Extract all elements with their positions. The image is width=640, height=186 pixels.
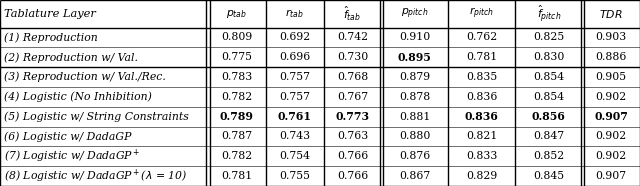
Text: (2) Reproduction w/ Val.: (2) Reproduction w/ Val. (4, 52, 138, 62)
Text: 0.742: 0.742 (337, 32, 368, 42)
Text: 0.692: 0.692 (279, 32, 310, 42)
Text: (5) Logistic w/ String Constraints: (5) Logistic w/ String Constraints (4, 111, 189, 122)
Text: 0.907: 0.907 (596, 171, 627, 181)
Text: 0.743: 0.743 (279, 132, 310, 142)
Text: 0.821: 0.821 (466, 132, 497, 142)
Text: 0.767: 0.767 (337, 92, 368, 102)
Text: 0.830: 0.830 (533, 52, 564, 62)
Text: 0.847: 0.847 (533, 132, 564, 142)
Text: 0.902: 0.902 (595, 132, 627, 142)
Text: 0.781: 0.781 (221, 171, 252, 181)
Text: $p_{pitch}$: $p_{pitch}$ (401, 7, 429, 21)
Text: 0.905: 0.905 (596, 72, 627, 82)
Text: 0.845: 0.845 (533, 171, 564, 181)
Text: 0.783: 0.783 (221, 72, 252, 82)
Text: (1) Reproduction: (1) Reproduction (4, 32, 97, 43)
Text: Tablature Layer: Tablature Layer (4, 9, 96, 19)
Text: $\hat{f}_{pitch}$: $\hat{f}_{pitch}$ (536, 3, 561, 24)
Text: 0.773: 0.773 (335, 111, 369, 122)
Text: 0.910: 0.910 (399, 32, 431, 42)
Text: 0.895: 0.895 (398, 52, 432, 63)
Text: (7) Logistic w/ DadaGP$^+$: (7) Logistic w/ DadaGP$^+$ (4, 148, 140, 165)
Text: 0.902: 0.902 (595, 151, 627, 161)
Text: 0.886: 0.886 (595, 52, 627, 62)
Text: 0.766: 0.766 (337, 171, 368, 181)
Text: 0.754: 0.754 (279, 151, 310, 161)
Text: 0.902: 0.902 (595, 92, 627, 102)
Text: (8) Logistic w/ DadaGP$^+$($\lambda$ = 10): (8) Logistic w/ DadaGP$^+$($\lambda$ = 1… (4, 167, 187, 185)
Text: 0.856: 0.856 (532, 111, 566, 122)
Text: 0.867: 0.867 (399, 171, 431, 181)
Text: $\hat{f}_{tab}$: $\hat{f}_{tab}$ (344, 5, 362, 23)
Text: 0.775: 0.775 (221, 52, 252, 62)
Text: $r_{pitch}$: $r_{pitch}$ (469, 6, 494, 21)
Text: 0.825: 0.825 (533, 32, 564, 42)
Text: 0.761: 0.761 (278, 111, 312, 122)
Text: 0.836: 0.836 (466, 92, 497, 102)
Text: 0.854: 0.854 (533, 72, 564, 82)
Text: 0.766: 0.766 (337, 151, 368, 161)
Text: (3) Reproduction w/ Val./Rec.: (3) Reproduction w/ Val./Rec. (4, 72, 166, 82)
Text: 0.787: 0.787 (221, 132, 252, 142)
Text: 0.782: 0.782 (221, 92, 252, 102)
Text: 0.881: 0.881 (399, 112, 431, 122)
Text: 0.880: 0.880 (399, 132, 431, 142)
Text: 0.903: 0.903 (595, 32, 627, 42)
Text: 0.833: 0.833 (466, 151, 497, 161)
Text: 0.763: 0.763 (337, 132, 368, 142)
Text: 0.757: 0.757 (279, 72, 310, 82)
Text: 0.730: 0.730 (337, 52, 368, 62)
Text: 0.852: 0.852 (533, 151, 564, 161)
Text: (4) Logistic (No Inhibition): (4) Logistic (No Inhibition) (4, 92, 152, 102)
Text: 0.757: 0.757 (279, 92, 310, 102)
Text: $TDR$: $TDR$ (599, 8, 623, 20)
Text: 0.854: 0.854 (533, 92, 564, 102)
Text: 0.809: 0.809 (221, 32, 252, 42)
Text: 0.696: 0.696 (279, 52, 310, 62)
Text: (6) Logistic w/ DadaGP: (6) Logistic w/ DadaGP (4, 131, 131, 142)
Text: 0.835: 0.835 (466, 72, 497, 82)
Text: 0.755: 0.755 (279, 171, 310, 181)
Text: $r_{tab}$: $r_{tab}$ (285, 7, 304, 20)
Text: 0.836: 0.836 (465, 111, 499, 122)
Text: 0.878: 0.878 (399, 92, 431, 102)
Text: 0.829: 0.829 (466, 171, 497, 181)
Text: 0.789: 0.789 (220, 111, 254, 122)
Text: $p_{tab}$: $p_{tab}$ (227, 8, 247, 20)
Text: 0.907: 0.907 (594, 111, 628, 122)
Text: 0.782: 0.782 (221, 151, 252, 161)
Text: 0.781: 0.781 (466, 52, 497, 62)
Text: 0.768: 0.768 (337, 72, 368, 82)
Text: 0.762: 0.762 (466, 32, 497, 42)
Text: 0.876: 0.876 (399, 151, 431, 161)
Text: 0.879: 0.879 (399, 72, 430, 82)
